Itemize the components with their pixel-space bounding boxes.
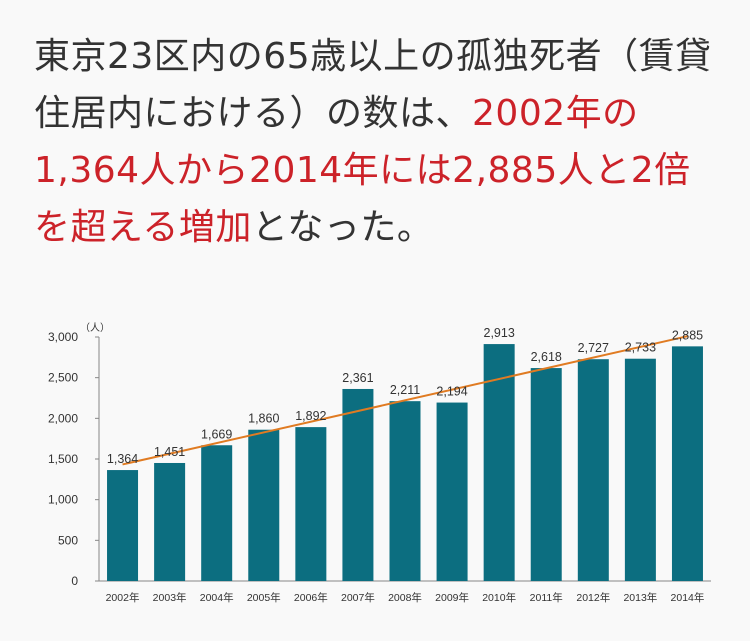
y-tick-label: 1,000 [48, 493, 78, 507]
y-unit-label: （人） [80, 322, 110, 334]
value-label: 2,727 [578, 341, 609, 355]
bar [295, 427, 327, 581]
bar [577, 359, 609, 581]
x-tick-label: 2011年 [530, 591, 563, 604]
value-label: 1,860 [248, 412, 279, 426]
headline-part3: となった。 [251, 207, 434, 248]
y-tick-label: 500 [58, 533, 78, 547]
chart-area: 0 500 1,000 1,500 2,000 2,500 3,000 （人） 1,364 1,4… [0, 300, 750, 641]
x-tick-label: 2010年 [482, 591, 516, 604]
x-tick-label: 2004年 [200, 591, 234, 604]
bar-chart: 0 500 1,000 1,500 2,000 2,500 3,000（人） 1,364 1,4… [48, 322, 711, 604]
headline-highlight: 2002年の1,364人から2014年には2,885人と2倍を超える増加 [34, 93, 691, 248]
x-tick-label: 2013年 [623, 591, 657, 604]
value-label: 1,669 [201, 427, 232, 441]
bar [201, 445, 233, 581]
y-tick-label: 3,000 [48, 330, 78, 344]
x-tick-label: 2009年 [435, 591, 469, 604]
y-tick-label: 2,000 [48, 411, 78, 425]
value-label: 2,618 [531, 350, 562, 364]
x-tick-label: 2012年 [576, 591, 610, 604]
bar [671, 346, 703, 581]
value-label: 2,361 [342, 371, 373, 385]
value-label: 2,885 [672, 328, 703, 342]
x-tick-label: 2014年 [671, 591, 705, 604]
value-label: 2,733 [625, 341, 656, 355]
value-label: 2,211 [390, 383, 420, 397]
value-label: 2,194 [436, 385, 467, 399]
y-tick-label: 0 [71, 574, 78, 588]
bar [389, 401, 421, 581]
headline: 東京23区内の65歳以上の孤独死者（賃貸住居内における）の数は、2002年の1,… [34, 28, 724, 256]
bar [483, 344, 515, 581]
value-label: 1,892 [295, 409, 326, 423]
bar [342, 388, 374, 581]
bar [107, 470, 139, 581]
value-label: 2,913 [484, 326, 515, 340]
x-tick-label: 2003年 [153, 591, 187, 604]
y-tick-label: 2,500 [48, 371, 78, 385]
bar [248, 429, 280, 581]
value-label: 1,451 [154, 445, 185, 459]
x-tick-label: 2005年 [247, 591, 281, 604]
bar [154, 462, 186, 581]
bar [624, 358, 656, 581]
x-tick-label: 2007年 [341, 591, 375, 604]
x-tick-label: 2008年 [388, 591, 422, 604]
x-tick-label: 2002年 [106, 591, 140, 604]
value-label: 1,364 [107, 452, 138, 466]
bar [436, 402, 468, 581]
bar [530, 368, 562, 581]
y-tick-label: 1,500 [48, 452, 78, 466]
headline-part1: 東京23区内の65歳以上の孤独死者（賃貸住居内における）の数は、 [34, 36, 712, 134]
x-tick-label: 2006年 [294, 591, 328, 604]
trend-line [122, 335, 688, 466]
